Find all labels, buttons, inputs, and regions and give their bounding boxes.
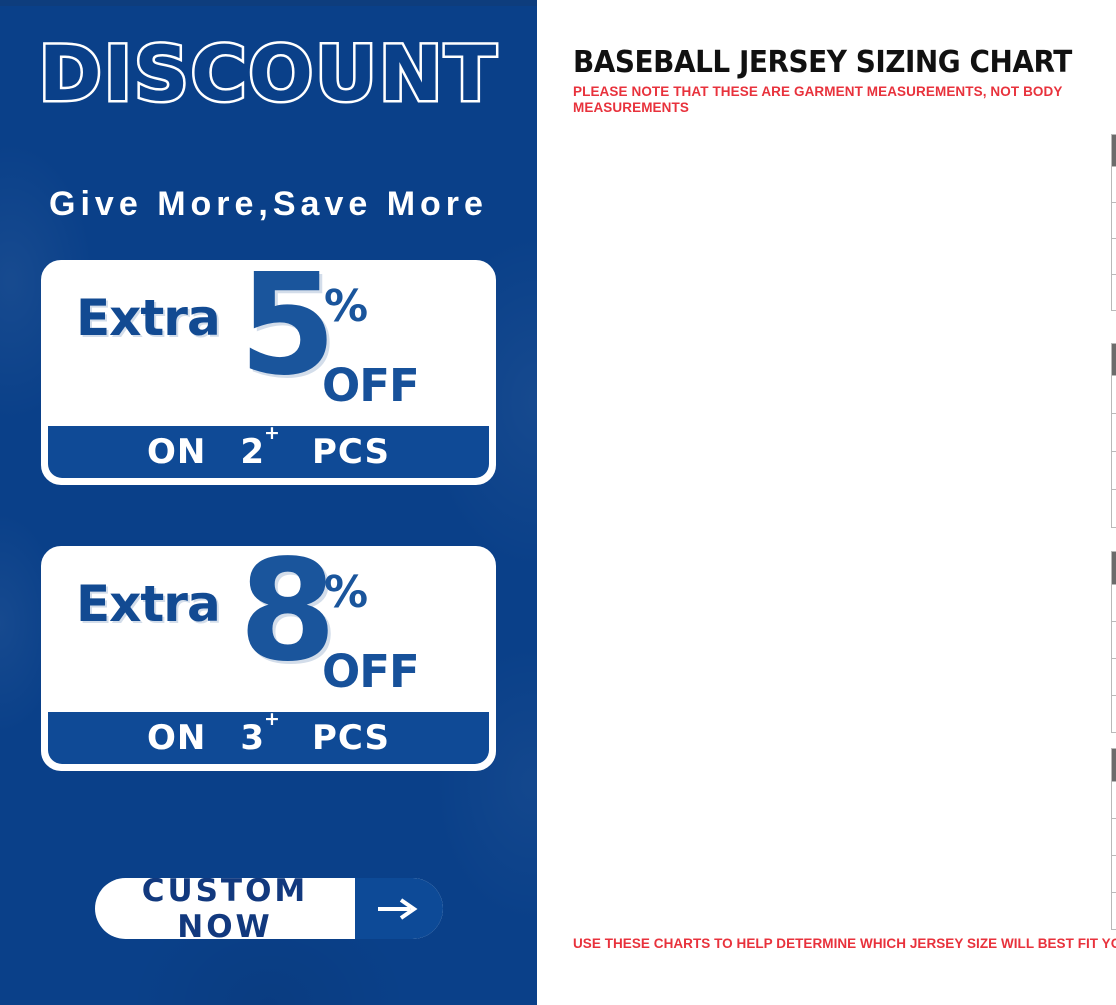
deal-off-label: OFF xyxy=(322,645,420,698)
custom-now-label: CUSTOM NOW xyxy=(141,878,309,939)
deal-pcs-label: PCS xyxy=(311,718,390,758)
table-row: CHEST(IN.) 46 48 50 52 54 58 62 66 70 76 xyxy=(1111,238,1116,275)
table-row: LENGTH(IN.) 30 31 32 33 34 35 36 37 38 3… xyxy=(1111,274,1116,311)
table-row: CHEST (IN.) 38.5 41 43.25 45.75 49 53 57 xyxy=(1111,413,1116,452)
deal-qty-number: 3 xyxy=(240,718,265,758)
deal-condition-bar: ON 3+ PCS xyxy=(48,708,489,764)
row-label: U.S. SIZE xyxy=(1111,584,1116,622)
row-label: U.S. SIZE xyxy=(1111,781,1116,819)
discount-headline: DISCOUNT xyxy=(36,29,499,118)
row-label: LENGTH (IN.) xyxy=(1111,658,1116,696)
table-row: CHEST (IN.) 33 36 39.5 42.5 xyxy=(1111,621,1116,659)
deal-card-5-percent[interactable]: Extra 5 % OFF ON 2+ PCS xyxy=(41,260,496,485)
deal-extra-label: Extra xyxy=(76,289,221,347)
deal-card-top: Extra 8 % OFF xyxy=(44,549,493,710)
deal-on-label: ON xyxy=(147,432,207,472)
deal-on-label: ON xyxy=(147,718,207,758)
deal-card-top: Extra 5 % OFF xyxy=(44,263,493,424)
row-label: SIZE xyxy=(1111,166,1116,203)
table-row: SIZE S M L XL 2XL 3XL 4XL 5XL 6XL 7XL xyxy=(1111,166,1116,203)
deal-qty: 2+ xyxy=(240,422,280,472)
table-row: CHEST (IN.) 29 31 32 xyxy=(1111,818,1116,856)
table-row: JERSEY SIZE 36 40 44 48 52 56 60 64 68 7… xyxy=(1111,202,1116,239)
chart-note: PLEASE NOTE THAT THESE ARE GARMENT MEASU… xyxy=(573,84,1063,116)
deal-percent-number: 8 xyxy=(239,546,337,693)
womens-sizing-table: WOMEN'S S M L XL 2XL 3XL 4XL AVERAGE US … xyxy=(1111,343,1116,528)
chart-title: BASEBALL JERSEY SIZING CHART xyxy=(573,45,1072,80)
table-row: AVERAGE US SIZE 4-6 8-10 12-14 16-18 20-… xyxy=(1111,375,1116,414)
discount-subheadline: Give More,Save More xyxy=(49,185,488,223)
table-row: LENGTH (IN.) 17.75 19.25 20 xyxy=(1111,855,1116,893)
table-row: HIPS (IN.) 29 31 32 xyxy=(1111,892,1116,930)
deal-off-label: OFF xyxy=(322,359,420,412)
deal-card-8-percent[interactable]: Extra 8 % OFF ON 3+ PCS xyxy=(41,546,496,771)
row-label: HIPS (IN.) xyxy=(1111,695,1116,733)
row-label: LENGTH (IN.) xyxy=(1111,489,1116,528)
table-row: LENGTH (IN.) 27 27.5 28 28.5 29 29.5 30 xyxy=(1111,489,1116,528)
row-label: CHEST (IN.) xyxy=(1111,621,1116,659)
table-row: LENGTH (IN.) 23 25 27 29 xyxy=(1111,658,1116,696)
boys-header-label: BOYS xyxy=(1111,551,1116,585)
deal-qty-plus: + xyxy=(264,421,280,444)
table-row: WAIST (IN.) 36.5 39 41.25 43.75 47 51 55 xyxy=(1111,451,1116,490)
deal-pcs-label: PCS xyxy=(311,432,390,472)
chart-footer: USE THESE CHARTS TO HELP DETERMINE WHICH… xyxy=(573,936,1116,951)
womens-header-label: WOMEN'S xyxy=(1111,343,1116,376)
deal-percent-symbol: % xyxy=(324,567,369,618)
row-label: LENGTH(IN.) xyxy=(1111,274,1116,311)
deal-qty: 3+ xyxy=(240,708,280,758)
row-label: CHEST (IN.) xyxy=(1111,413,1116,452)
row-label: JERSEY SIZE xyxy=(1111,202,1116,239)
row-label: CHEST (IN.) xyxy=(1111,818,1116,856)
custom-now-button[interactable]: CUSTOM NOW xyxy=(95,878,443,939)
sizing-chart-area: BASEBALL JERSEY SIZING CHART PLEASE NOTE… xyxy=(537,0,1116,1005)
preschool-header-label: PRESCHOOL xyxy=(1111,748,1116,782)
row-label: CHEST(IN.) xyxy=(1111,238,1116,275)
row-label-line1: AVERAGE xyxy=(1112,381,1116,395)
row-label-line2: US SIZE xyxy=(1112,395,1116,409)
deal-qty-plus: + xyxy=(264,707,280,730)
row-label: WAIST (IN.) xyxy=(1111,451,1116,490)
table-header-row: WOMEN'S S M L XL 2XL 3XL 4XL xyxy=(1111,343,1116,376)
table-header-row: BOYS YTH S YTH M YTH L YTH XL xyxy=(1111,551,1116,585)
arrow-right-icon xyxy=(355,878,443,939)
deal-percent-number: 5 xyxy=(239,260,337,407)
table-row: U.S. SIZE 8 10/12 14/16 18/20 xyxy=(1111,584,1116,622)
table-row: HIPS (IN.) 33 36 39.5 42.5 xyxy=(1111,695,1116,733)
table-row: U.S. SIZE 4 5/6 7 xyxy=(1111,781,1116,819)
preschool-sizing-table: PRESCHOOL S M L U.S. SIZE 4 5/6 7 CHEST … xyxy=(1111,748,1116,930)
row-label: HIPS (IN.) xyxy=(1111,892,1116,930)
row-label: LENGTH (IN.) xyxy=(1111,855,1116,893)
deal-extra-label: Extra xyxy=(76,575,221,633)
deal-condition-bar: ON 2+ PCS xyxy=(48,422,489,478)
row-label: AVERAGE US SIZE xyxy=(1111,375,1116,414)
promo-panel: DISCOUNT Give More,Save More Extra 5 % O… xyxy=(0,0,537,1005)
table-header-row: PRESCHOOL S M L xyxy=(1111,748,1116,782)
deal-percent-symbol: % xyxy=(324,281,369,332)
boys-sizing-table: BOYS YTH S YTH M YTH L YTH XL U.S. SIZE … xyxy=(1111,551,1116,733)
deal-qty-number: 2 xyxy=(240,432,265,472)
